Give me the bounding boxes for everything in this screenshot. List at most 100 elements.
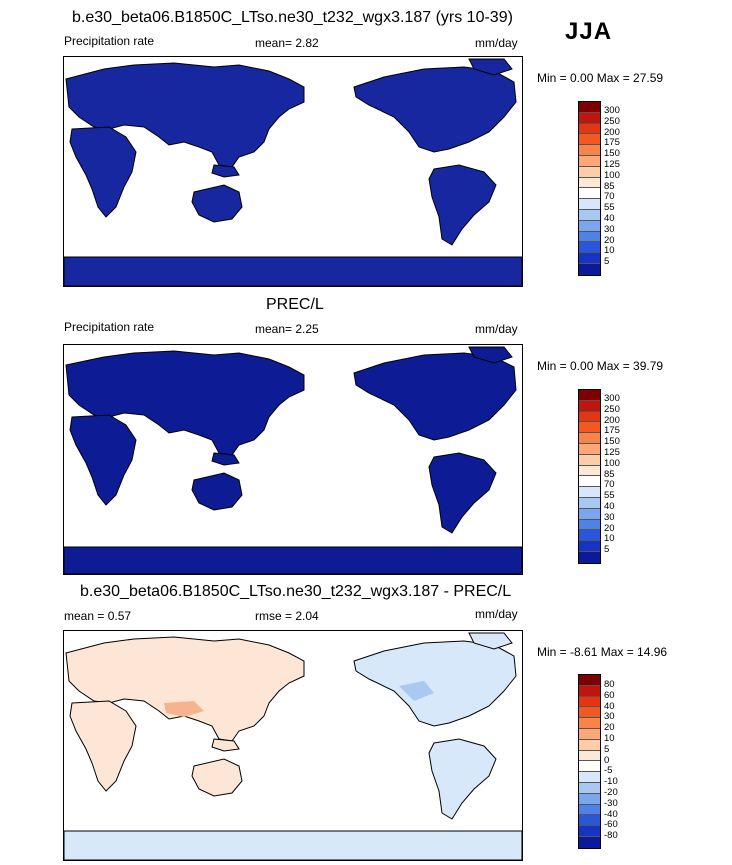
colorbar-swatch — [579, 696, 600, 708]
colorbar-level-label: 30 — [604, 711, 615, 723]
colorbar-swatch — [579, 263, 600, 275]
colorbar-swatch — [579, 112, 600, 124]
colorbar-level-label: 175 — [604, 137, 620, 149]
panel3-title: b.e30_beta06.B1850C_LTso.ne30_t232_wgx3.… — [80, 583, 512, 600]
north-america-landmass — [353, 66, 517, 153]
colorbar-level-label: 250 — [604, 403, 620, 415]
colorbar-level-label: 20 — [604, 522, 615, 534]
colorbar-swatch — [579, 411, 600, 423]
colorbar-level-label: 10 — [604, 533, 615, 545]
antarctica-landmass — [64, 546, 522, 574]
greenland-landmass — [468, 58, 513, 76]
panel1-colorbar — [578, 101, 601, 276]
colorbar-level-label: 100 — [604, 169, 620, 181]
panel3-colorbar — [578, 674, 601, 849]
colorbar-swatch — [579, 188, 600, 200]
asia-wet-bias-patch — [164, 701, 204, 717]
south-america-landmass — [428, 738, 497, 820]
panel3-map — [63, 630, 523, 861]
colorbar-level-label: 5 — [604, 544, 610, 556]
greenland-landmass — [468, 346, 513, 364]
colorbar-level-label: 20 — [604, 722, 615, 734]
colorbar-swatch — [579, 739, 600, 751]
colorbar-swatch — [579, 761, 600, 773]
colorbar-level-label: 30 — [604, 223, 615, 235]
colorbar-level-label: -10 — [604, 776, 618, 788]
panel3-mean-label: mean = 0.57 — [64, 609, 132, 623]
colorbar-swatch — [579, 530, 600, 542]
colorbar-swatch — [579, 497, 600, 509]
panel2-units: mm/day — [475, 322, 518, 336]
colorbar-level-label: 40 — [604, 500, 615, 512]
colorbar-swatch — [579, 454, 600, 466]
colorbar-level-label: 100 — [604, 457, 620, 469]
colorbar-swatch — [579, 155, 600, 167]
colorbar-swatch — [579, 102, 600, 113]
colorbar-swatch — [579, 253, 600, 264]
colorbar-level-label: 300 — [604, 393, 620, 404]
colorbar-level-label: 70 — [604, 479, 615, 491]
greenland-landmass — [468, 632, 513, 650]
colorbar-level-label: 70 — [604, 191, 615, 203]
colorbar-swatch — [579, 541, 600, 552]
colorbar-level-label: 125 — [604, 158, 620, 170]
colorbar-swatch — [579, 220, 600, 232]
panel2-mean-label: mean= 2.25 — [255, 322, 319, 336]
colorbar-swatch — [579, 123, 600, 135]
antarctica-landmass — [64, 256, 522, 286]
indonesia-islands — [211, 738, 240, 752]
panel1-minmax: Min = 0.00 Max = 27.59 — [537, 71, 664, 85]
colorbar-swatch — [579, 836, 600, 848]
south-america-landmass — [428, 452, 497, 534]
colorbar-swatch — [579, 422, 600, 434]
colorbar-swatch — [579, 231, 600, 243]
colorbar-level-label: 5 — [604, 256, 610, 268]
colorbar-level-label: 250 — [604, 115, 620, 127]
panel3-rmse-label: rmse = 2.04 — [255, 609, 319, 623]
colorbar-swatch — [579, 166, 600, 178]
colorbar-swatch — [579, 728, 600, 740]
colorbar-level-label: 55 — [604, 490, 615, 502]
colorbar-swatch — [579, 476, 600, 488]
colorbar-level-label: 125 — [604, 446, 620, 458]
panel1-mean-label: mean= 2.82 — [255, 36, 319, 50]
colorbar-swatch — [579, 145, 600, 156]
colorbar-level-label: 150 — [604, 148, 620, 160]
colorbar-level-label: 300 — [604, 105, 620, 116]
colorbar-swatch — [579, 782, 600, 794]
panel1-units: mm/day — [475, 36, 518, 50]
panel1-left-label: Precipitation rate — [64, 34, 155, 48]
north-america-landmass — [353, 352, 517, 441]
panel3-colorbar-labels: 80 60 40 30 20 10 5 0 -5 -10 -20 -30 -40 -60 -80 — [604, 679, 618, 842]
africa-landmass — [69, 700, 137, 792]
colorbar-swatch — [579, 508, 600, 520]
colorbar-swatch — [579, 209, 600, 221]
north-america-landmass — [353, 640, 517, 727]
colorbar-level-label: -5 — [604, 765, 613, 777]
colorbar-level-label: 85 — [604, 180, 615, 192]
land-difference-field — [64, 632, 522, 860]
colorbar-level-label: 55 — [604, 202, 615, 214]
panel2-colorbar-labels: 300 250 200 175 150 125 100 85 70 55 40 30 20 10 5 — [604, 393, 620, 556]
colorbar-level-label: 40 — [604, 700, 615, 712]
panel2-title: PREC/L — [266, 296, 324, 313]
colorbar-swatch — [579, 750, 600, 762]
land-precip-field — [64, 346, 522, 574]
colorbar-level-label: -60 — [604, 819, 618, 831]
land-precip-field — [64, 58, 522, 286]
colorbar-level-label: 10 — [604, 245, 615, 257]
australia-landmass — [191, 472, 243, 511]
colorbar-level-label: 0 — [604, 754, 610, 766]
colorbar-level-label: 20 — [604, 234, 615, 246]
colorbar-swatch — [579, 772, 600, 783]
panel1-title: b.e30_beta06.B1850C_LTso.ne30_t232_wgx3.… — [72, 9, 513, 26]
colorbar-level-label: 60 — [604, 689, 615, 701]
colorbar-swatch — [579, 804, 600, 816]
colorbar-swatch — [579, 390, 600, 401]
colorbar-swatch — [579, 718, 600, 729]
panel1-map — [63, 56, 523, 287]
eurasia-landmass — [65, 636, 305, 742]
colorbar-swatch — [579, 826, 600, 837]
panel3-units: mm/day — [475, 607, 518, 621]
colorbar-level-label: -80 — [604, 830, 618, 842]
